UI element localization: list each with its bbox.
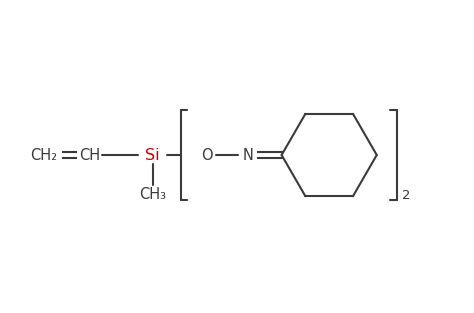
Text: CH₂: CH₂ bbox=[30, 147, 57, 162]
Text: 2: 2 bbox=[401, 189, 410, 202]
Text: N: N bbox=[243, 147, 253, 162]
Text: CH: CH bbox=[79, 147, 100, 162]
Text: CH₃: CH₃ bbox=[139, 187, 166, 202]
Text: O: O bbox=[201, 147, 213, 162]
Text: Si: Si bbox=[146, 147, 160, 162]
